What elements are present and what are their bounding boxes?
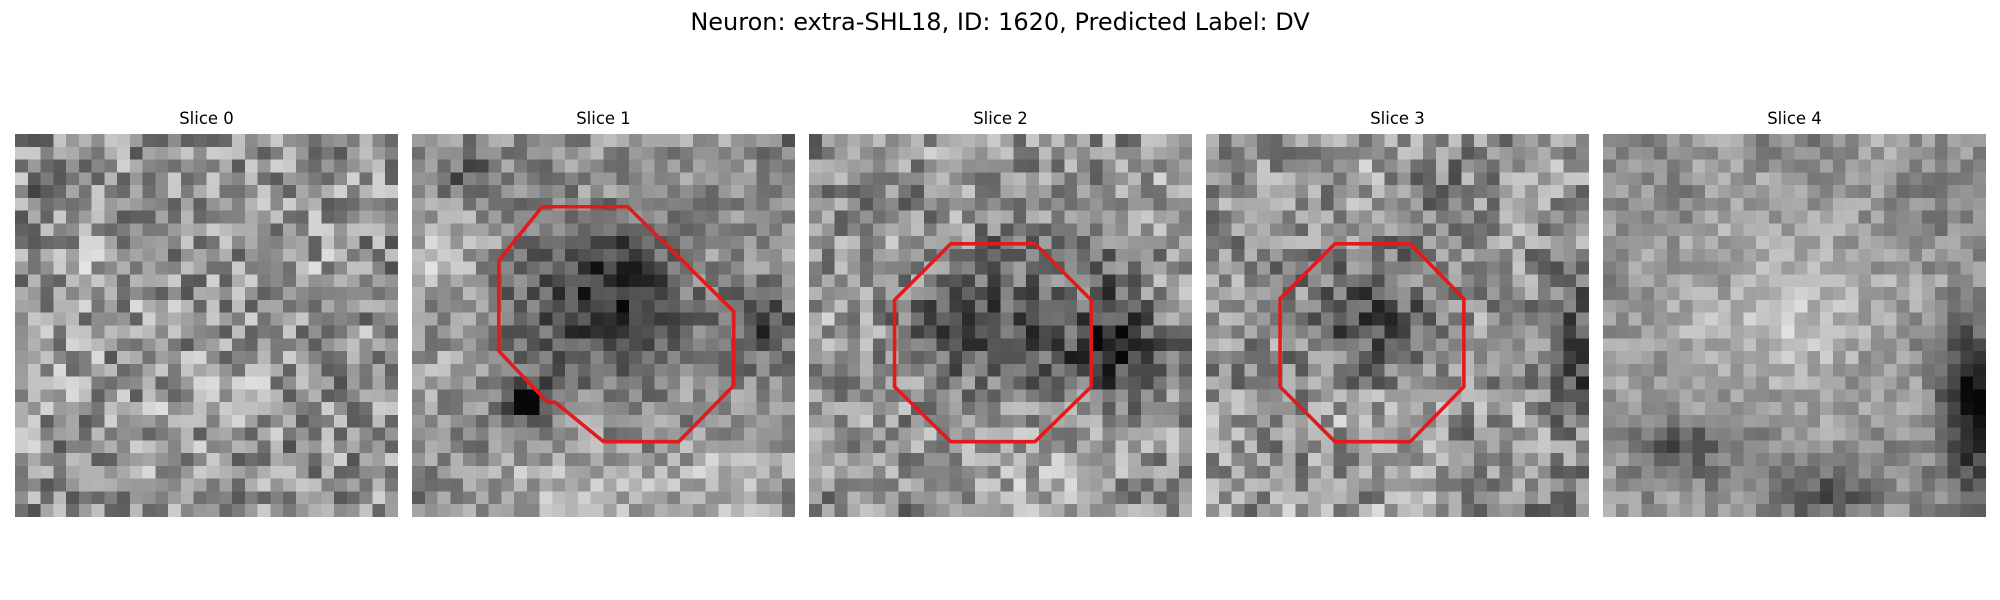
- slice-panel-4: Slice 4: [1603, 107, 1986, 517]
- slice-image-1: [412, 134, 795, 517]
- slice-panel-0: Slice 0: [15, 107, 398, 517]
- figure-title: Neuron: extra-SHL18, ID: 1620, Predicted…: [690, 8, 1310, 36]
- slice-image-0: [15, 134, 398, 517]
- slice-title-1: Slice 1: [576, 109, 631, 128]
- slice-panel-2: Slice 2: [809, 107, 1192, 517]
- slice-title-0: Slice 0: [179, 109, 234, 128]
- slice-title-3: Slice 3: [1370, 109, 1425, 128]
- slice-panel-3: Slice 3: [1206, 107, 1589, 517]
- roi-contour-3: [1278, 242, 1466, 444]
- roi-contour-2: [892, 242, 1093, 444]
- slice-image-2: [809, 134, 1192, 517]
- slice-title-2: Slice 2: [973, 109, 1028, 128]
- slice-panel-1: Slice 1: [412, 107, 795, 517]
- roi-contour-1: [497, 204, 736, 444]
- slice-title-4: Slice 4: [1767, 109, 1822, 128]
- slice-image-3: [1206, 134, 1589, 517]
- slice-image-4: [1603, 134, 1986, 517]
